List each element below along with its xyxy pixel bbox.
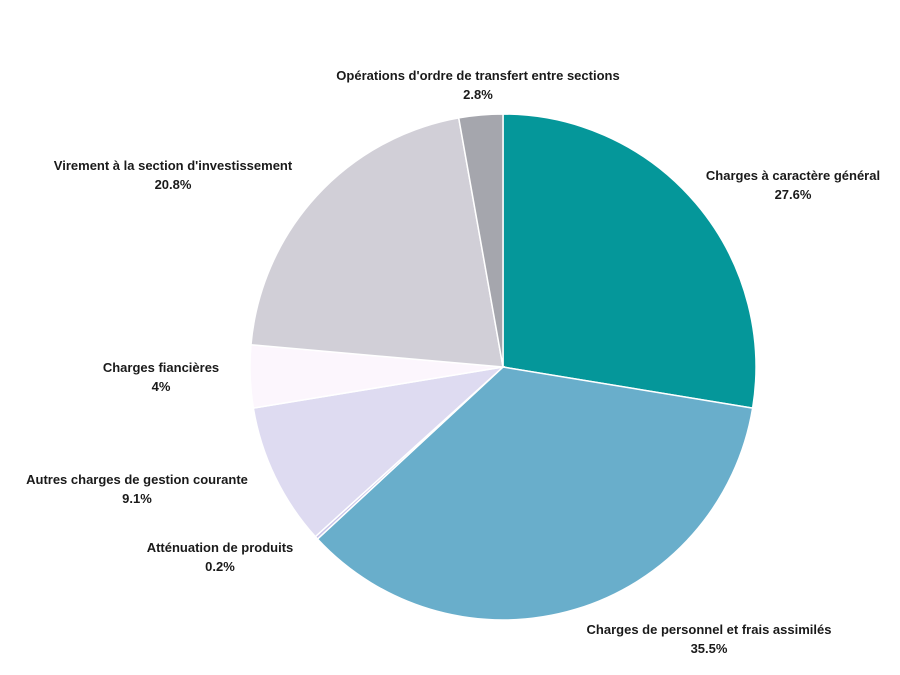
pie-slice-operations-d-ordre-de-transfert-entre-sections — [457, 113, 504, 368]
slice-value-charges-a-caractere-general: 27.6% — [775, 187, 812, 202]
slice-label-charges-a-caractere-general: Charges à caractère général — [706, 168, 880, 183]
slice-value-charges-fiancieres: 4% — [152, 379, 171, 394]
slice-value-autres-charges-de-gestion-courante: 9.1% — [122, 491, 152, 506]
slice-label-virement-a-la-section-d-investissement: Virement à la section d'investissement — [54, 158, 293, 173]
slice-value-virement-a-la-section-d-investissement: 20.8% — [155, 177, 192, 192]
pie-slice-charges-a-caractere-general — [502, 113, 757, 410]
slice-label-charges-fiancieres: Charges fiancières — [103, 360, 219, 375]
slice-label-attenuation-de-produits: Atténuation de produits — [147, 540, 294, 555]
slice-label-autres-charges-de-gestion-courante: Autres charges de gestion courante — [26, 472, 248, 487]
pie-slice-virement-a-la-section-d-investissement — [250, 117, 504, 368]
slice-label-operations-d-ordre-de-transfert-entre-sections: Opérations d'ordre de transfert entre se… — [336, 68, 619, 83]
pie-slice-autres-charges-de-gestion-courante — [252, 365, 506, 538]
pie-slices — [249, 113, 757, 621]
slice-value-operations-d-ordre-de-transfert-entre-sections: 2.8% — [463, 87, 493, 102]
slice-value-charges-de-personnel-et-frais-assimiles: 35.5% — [691, 641, 728, 656]
slice-value-attenuation-de-produits: 0.2% — [205, 559, 235, 574]
pie-labels: Charges à caractère général 27.6% Charges … — [26, 68, 880, 656]
slice-label-charges-de-personnel-et-frais-assimiles: Charges de personnel et frais assimilés — [587, 622, 832, 637]
pie-slice-charges-de-personnel-et-frais-assimiles — [316, 366, 754, 621]
